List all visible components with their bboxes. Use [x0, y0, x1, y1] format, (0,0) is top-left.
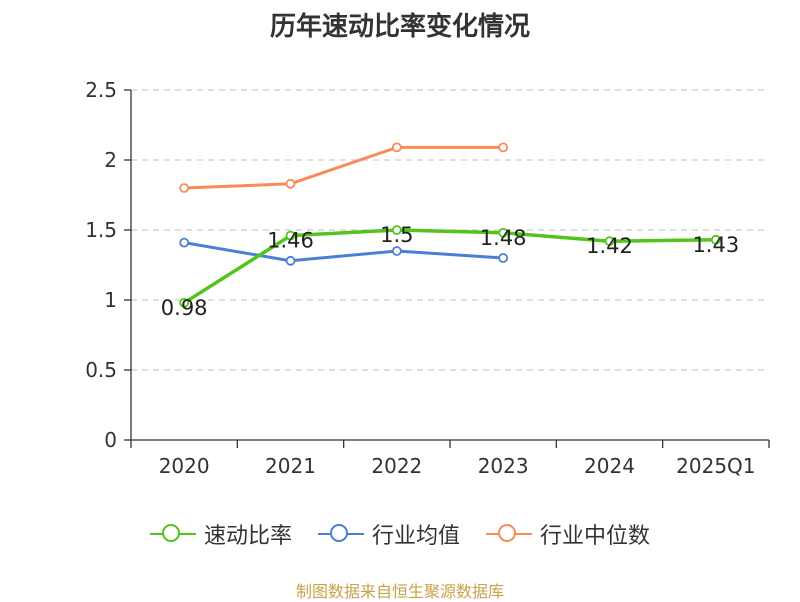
legend: 速动比率 行业均值 行业中位数	[0, 518, 800, 550]
data-label: 1.5	[380, 223, 413, 247]
data-label: 1.48	[480, 226, 527, 250]
x-tick-label: 2024	[584, 454, 635, 478]
series-line-1	[183, 241, 504, 263]
legend-item-industry-mean[interactable]: 行业均值	[317, 518, 460, 550]
x-tick-label: 2023	[478, 454, 529, 478]
legend-swatch-industry-median	[486, 524, 532, 544]
legend-marker-icon	[161, 524, 180, 542]
y-tick-label: 2	[104, 148, 117, 172]
y-tick-label: 2.5	[85, 78, 117, 102]
legend-label: 速动比率	[203, 524, 292, 549]
data-point-1	[498, 253, 509, 263]
series-lines	[179, 142, 721, 308]
x-tick-label: 2022	[371, 454, 422, 478]
data-point-2	[391, 142, 402, 153]
data-labels: 0.98 1.46 1.5 1.48 1.42 1.43	[161, 223, 739, 320]
legend-label: 行业均值	[371, 524, 460, 549]
legend-swatch-industry-mean	[317, 524, 364, 544]
y-tick-label: 0.5	[85, 358, 117, 382]
y-tick-label: 1	[104, 288, 117, 312]
data-point-2	[179, 183, 190, 193]
data-point-2	[498, 142, 509, 153]
data-point-0	[604, 236, 615, 247]
data-point-1	[285, 255, 296, 266]
data-point-0	[179, 297, 190, 308]
series-line-2	[184, 145, 504, 190]
data-point-1	[179, 237, 190, 248]
data-point-0	[285, 230, 296, 241]
data-point-1	[391, 246, 402, 256]
data-point-0	[391, 225, 402, 235]
y-tick-label: 1.5	[85, 218, 117, 242]
data-point-0	[498, 227, 509, 238]
chart-title: 历年速动比率变化情况	[269, 12, 530, 42]
x-tick-label: 2021	[265, 454, 316, 478]
legend-marker-icon	[498, 524, 516, 542]
x-tick-label: 2025Q1	[676, 454, 755, 478]
data-label: 1.43	[692, 233, 739, 257]
legend-item-quick-ratio[interactable]: 速动比率	[149, 518, 292, 550]
legend-item-industry-median[interactable]: 行业中位数	[486, 518, 650, 550]
data-label: 0.98	[161, 296, 208, 320]
source-note: 制图数据来自恒生聚源数据库	[295, 582, 504, 601]
legend-label: 行业中位数	[540, 524, 651, 549]
x-tick-label: 2020	[159, 454, 210, 478]
y-tick-label: 0	[104, 428, 117, 452]
legend-swatch-quick-ratio	[149, 524, 196, 544]
data-label: 1.42	[586, 234, 633, 258]
data-label: 1.46	[267, 229, 314, 253]
legend-marker-icon	[329, 524, 348, 542]
data-point-0	[710, 234, 721, 245]
series-line-0	[183, 228, 716, 305]
axes: 0 0.5 1 1.5 2 2.5 2020 2021 2022 2023 2024 2025Q1	[85, 78, 770, 478]
data-point-2	[285, 178, 296, 189]
